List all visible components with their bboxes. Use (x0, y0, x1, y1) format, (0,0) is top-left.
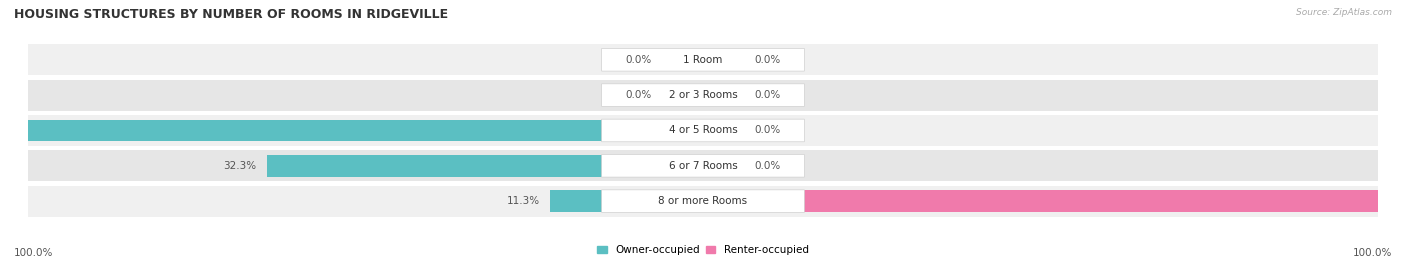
Bar (662, 49, 703, 71)
Text: 32.3%: 32.3% (224, 161, 256, 171)
Bar (703, 155, 744, 177)
Bar (551, 190, 703, 212)
Bar (28, 115, 1378, 146)
Text: 100.0%: 100.0% (14, 248, 53, 258)
Text: 0.0%: 0.0% (626, 90, 652, 100)
Bar (28, 186, 1378, 217)
FancyBboxPatch shape (602, 154, 804, 177)
Text: 0.0%: 0.0% (754, 161, 780, 171)
Bar (28, 44, 1378, 75)
Bar (28, 150, 1378, 181)
Text: 0.0%: 0.0% (626, 55, 652, 65)
Text: 4 or 5 Rooms: 4 or 5 Rooms (669, 125, 737, 136)
Text: Source: ZipAtlas.com: Source: ZipAtlas.com (1296, 8, 1392, 17)
FancyBboxPatch shape (602, 190, 804, 213)
Bar (0, 119, 703, 141)
Text: 8 or more Rooms: 8 or more Rooms (658, 196, 748, 206)
Text: 0.0%: 0.0% (754, 90, 780, 100)
Bar (703, 119, 744, 141)
Text: 0.0%: 0.0% (754, 125, 780, 136)
Bar (28, 80, 1378, 111)
Bar (703, 190, 1406, 212)
Text: 2 or 3 Rooms: 2 or 3 Rooms (669, 90, 737, 100)
Text: 0.0%: 0.0% (754, 55, 780, 65)
Text: 11.3%: 11.3% (506, 196, 540, 206)
Bar (267, 155, 703, 177)
FancyBboxPatch shape (602, 119, 804, 142)
Text: HOUSING STRUCTURES BY NUMBER OF ROOMS IN RIDGEVILLE: HOUSING STRUCTURES BY NUMBER OF ROOMS IN… (14, 8, 449, 21)
Text: 1 Room: 1 Room (683, 55, 723, 65)
Bar (703, 49, 744, 71)
FancyBboxPatch shape (602, 84, 804, 107)
Bar (703, 84, 744, 106)
Legend: Owner-occupied, Renter-occupied: Owner-occupied, Renter-occupied (598, 245, 808, 255)
Bar (662, 84, 703, 106)
FancyBboxPatch shape (602, 48, 804, 71)
Text: 100.0%: 100.0% (1353, 248, 1392, 258)
Text: 6 or 7 Rooms: 6 or 7 Rooms (669, 161, 737, 171)
